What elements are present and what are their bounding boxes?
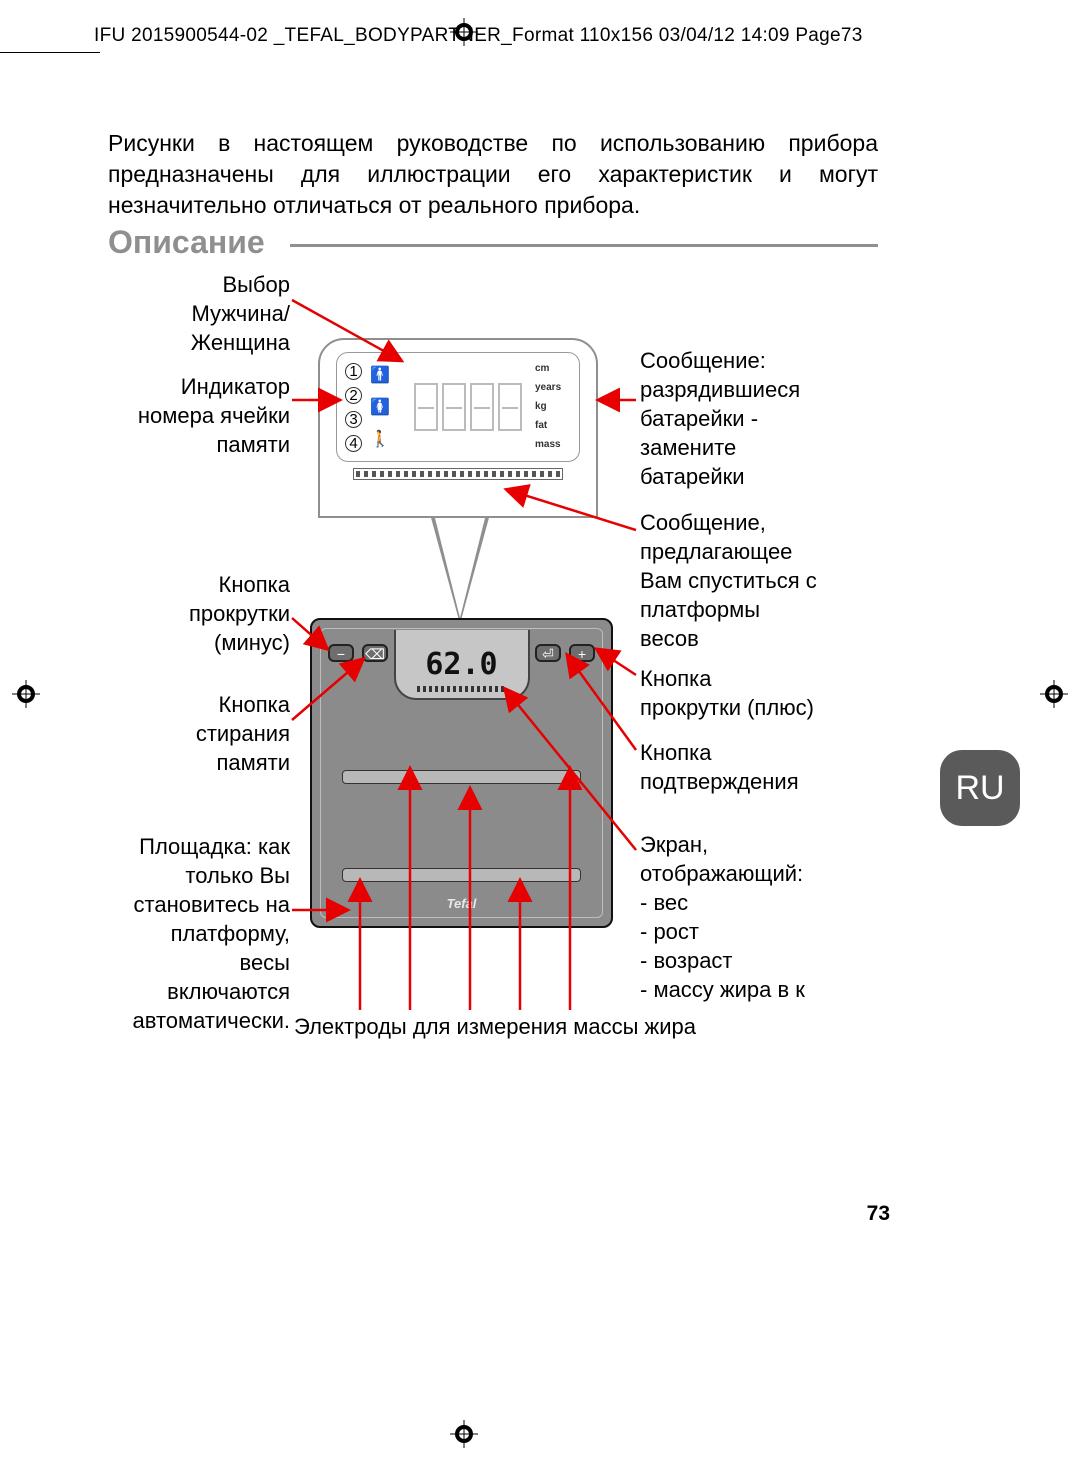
lcd-value: 62.0: [425, 647, 497, 682]
electrode-top: [342, 770, 581, 784]
lcd-callout-inner: 1234 🚹 🚺 🚶 cm years kg fat mass: [336, 352, 580, 462]
button-delete[interactable]: ⌫: [362, 644, 388, 662]
gender-icons: 🚹 🚺 🚶: [370, 359, 400, 455]
registration-mark-top: [450, 18, 478, 46]
label-confirm: Кнопкаподтверждения: [640, 738, 890, 796]
callout-tail: [430, 514, 490, 624]
unit-labels: cm years kg fat mass: [535, 359, 571, 455]
page-number: 73: [867, 1202, 890, 1226]
label-platform: Площадка: кактолько Выстановитесь наплат…: [100, 832, 290, 1035]
language-badge: RU: [940, 750, 1020, 826]
female-icon: 🚺: [370, 397, 400, 417]
label-minus: Кнопкапрокрутки(минус): [100, 570, 290, 657]
memory-numbers: 1234: [345, 359, 362, 455]
diagram-area: ВыборМужчина/Женщина Индикаторномера яче…: [100, 270, 890, 1080]
person-icon: 🚶: [370, 429, 400, 449]
header-meta: IFU 2015900544-02 _TEFAL_BODYPARTNER_For…: [94, 24, 1054, 49]
lcd-bar: [417, 686, 507, 692]
label-electrodes: Электроды для измерения массы жира: [270, 1014, 720, 1040]
section-title: Описание: [108, 224, 265, 261]
callout-progress-bar: [353, 468, 563, 480]
registration-mark-bottom: [450, 1420, 478, 1448]
registration-mark-right: [1040, 680, 1068, 708]
label-screen: Экран,отображающий: - вес - рост- возрас…: [640, 830, 890, 1004]
label-gender: ВыборМужчина/Женщина: [100, 270, 290, 357]
label-erase: Кнопкастиранияпамяти: [100, 690, 290, 777]
brand-label: Tefal: [312, 896, 611, 911]
label-battery: Сообщение:разрядившиесябатарейки -замени…: [640, 346, 890, 491]
scale-body: 62.0 − ⌫ ⏎ + Tefal: [310, 618, 613, 928]
lcd-display: 62.0: [394, 630, 530, 700]
label-plus: Кнопкапрокрутки (плюс): [640, 664, 890, 722]
corner-rule: [0, 52, 100, 53]
button-plus[interactable]: +: [569, 644, 595, 662]
segment-digits: [408, 359, 527, 455]
label-memory: Индикаторномера ячейкипамяти: [100, 372, 290, 459]
lcd-callout: 1234 🚹 🚺 🚶 cm years kg fat mass: [318, 338, 598, 518]
section-rule: [290, 244, 878, 247]
button-confirm[interactable]: ⏎: [535, 644, 561, 662]
label-stepoff: Сообщение,предлагающееВам спуститься спл…: [640, 508, 890, 653]
electrode-bottom: [342, 868, 581, 882]
male-icon: 🚹: [370, 365, 400, 385]
intro-text: Рисунки в настоящем руководстве по испол…: [108, 128, 878, 221]
button-minus[interactable]: −: [328, 644, 354, 662]
registration-mark-left: [12, 680, 40, 708]
